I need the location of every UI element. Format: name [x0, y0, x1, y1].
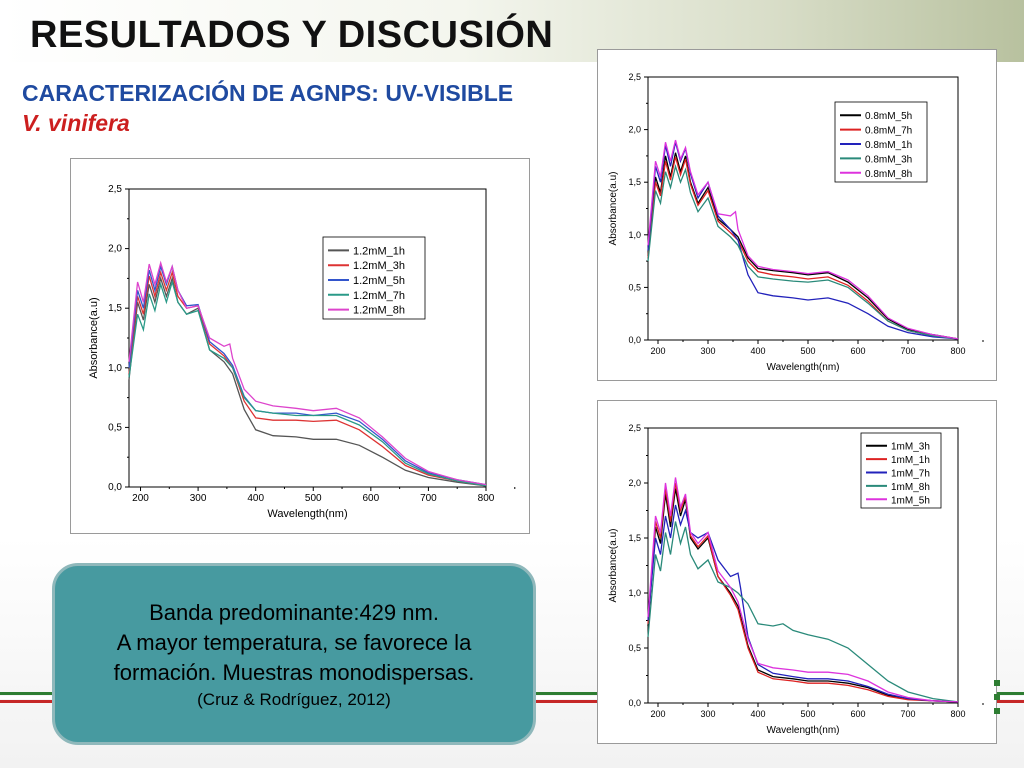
x-tick-label: 800: [950, 346, 965, 356]
x-tick-label: 200: [650, 709, 665, 719]
callout-citation: (Cruz & Rodríguez, 2012): [197, 690, 391, 709]
x-axis-label: Wavelength(nm): [767, 725, 840, 736]
x-tick-label: 800: [478, 493, 495, 504]
legend-label-1.2mM_8h: 1.2mM_8h: [353, 305, 405, 317]
legend-label-0.8mM_7h: 0.8mM_7h: [865, 126, 912, 137]
legend-label-1mM_3h: 1mM_3h: [891, 442, 930, 453]
y-axis-label: Absorbance(a.u): [608, 529, 619, 603]
legend-label-0.8mM_8h: 0.8mM_8h: [865, 169, 912, 180]
series-line-1.2mM_3h: [128, 269, 487, 487]
callout-line-1: Banda predominante:429 nm.: [149, 600, 439, 625]
y-tick-label: 0,5: [628, 282, 641, 292]
legend-label-1mM_5h: 1mM_5h: [891, 495, 930, 506]
legend-label-1.2mM_5h: 1.2mM_5h: [353, 275, 405, 287]
logo-fragment: [994, 680, 1024, 740]
x-axis-label: Wavelength(nm): [767, 362, 840, 373]
x-tick-label: 700: [420, 493, 437, 504]
legend-label-1.2mM_3h: 1.2mM_3h: [353, 260, 405, 272]
y-tick-label: 0,0: [108, 482, 122, 493]
y-axis-label: Absorbance(a.u): [88, 297, 100, 378]
results-callout: Banda predominante:429 nm. A mayor tempe…: [52, 563, 536, 745]
x-tick-label: 600: [850, 346, 865, 356]
series-line-0.8mM_8h: [647, 139, 959, 340]
y-tick-label: 0,0: [628, 698, 641, 708]
y-tick-label: 1,5: [108, 303, 122, 314]
series-line-1.2mM_8h: [128, 260, 487, 486]
chart-frame-1-2mm: 200 300 400 500 600 700 800 0,0 0,5 1,0 1,5 2,0 2,5 W…: [70, 158, 530, 534]
series-line-1mM_1h: [647, 482, 959, 703]
x-tick-label: 400: [247, 493, 264, 504]
y-tick-label: 1,5: [628, 533, 641, 543]
series-line-1mM_3h: [647, 488, 959, 703]
legend-label-0.8mM_3h: 0.8mM_3h: [865, 154, 912, 165]
y-tick-label: 0,5: [108, 422, 122, 433]
y-tick-label: 0,5: [628, 643, 641, 653]
legend-label-1.2mM_7h: 1.2mM_7h: [353, 290, 405, 302]
y-tick-label: 1,0: [628, 230, 641, 240]
x-tick-label: 200: [650, 346, 665, 356]
legend-label-1mM_8h: 1mM_8h: [891, 482, 930, 493]
x-tick-label: 300: [700, 346, 715, 356]
y-tick-label: 2,0: [628, 125, 641, 135]
x-tick-label: 500: [800, 709, 815, 719]
callout-line-2: A mayor temperatura, se favorece la: [116, 630, 472, 655]
y-tick-label: 1,0: [108, 363, 122, 374]
plot-area-border: [128, 188, 487, 488]
x-tick-label: 300: [700, 709, 715, 719]
chart-0-8mm: 200 300 400 500 600 700 800 0,0 0,5 1,0 1,5 2,0 2,5 W…: [608, 72, 984, 373]
x-tick-label: 600: [362, 493, 379, 504]
callout-line-3: formación. Muestras monodispersas.: [113, 660, 475, 685]
y-tick-label: 2,5: [628, 423, 641, 433]
legend-label-1mM_1h: 1mM_1h: [891, 455, 930, 466]
x-tick-label: 200: [132, 493, 149, 504]
y-tick-label: 2,0: [628, 478, 641, 488]
x-axis-label: Wavelength(nm): [267, 508, 347, 520]
y-tick-label: 2,5: [628, 72, 641, 82]
y-tick-label: 2,5: [108, 184, 122, 195]
series-line-0.8mM_7h: [647, 156, 959, 340]
x-tick-label: 400: [750, 709, 765, 719]
y-tick-label: 2,0: [108, 244, 122, 255]
series-line-1mM_8h: [647, 521, 959, 703]
series-line-0.8mM_3h: [647, 163, 959, 340]
slide-title: RESULTADOS Y DISCUSIÓN: [30, 14, 554, 56]
y-tick-label: 1,0: [628, 588, 641, 598]
x-tick-label: 700: [900, 346, 915, 356]
x-tick-label: 400: [750, 346, 765, 356]
x-tick-label: 300: [190, 493, 207, 504]
x-tick-label: 800: [950, 709, 965, 719]
legend-label-0.8mM_5h: 0.8mM_5h: [865, 111, 912, 122]
y-tick-label: 1,5: [628, 177, 641, 187]
series-line-0.8mM_5h: [647, 152, 959, 340]
y-axis-label: Absorbance(a.u): [608, 172, 619, 246]
series-line-1.2mM_1h: [128, 275, 487, 487]
chart-1mm: 200 300 400 500 600 700 800 0,0 0,5 1,0 1,5 2,0 2,5 W…: [608, 423, 984, 736]
x-tick-label: 600: [850, 709, 865, 719]
series-line-0.8mM_1h: [647, 142, 959, 340]
x-tick-label: 700: [900, 709, 915, 719]
legend-label-1.2mM_1h: 1.2mM_1h: [353, 245, 405, 257]
chart-frame-0-8mm: 200 300 400 500 600 700 800 0,0 0,5 1,0 1,5 2,0 2,5 W…: [597, 49, 997, 381]
y-tick-label: 0,0: [628, 335, 641, 345]
series-line-1.2mM_7h: [128, 279, 487, 487]
chart-frame-1mm: 200 300 400 500 600 700 800 0,0 0,5 1,0 1,5 2,0 2,5 W…: [597, 400, 997, 744]
series-line-1mM_7h: [647, 504, 959, 703]
species-label: V. vinifera: [22, 110, 130, 136]
x-tick-label: 500: [305, 493, 322, 504]
series-line-1.2mM_5h: [128, 264, 487, 486]
chart-1-2mm: 200 300 400 500 600 700 800 0,0 0,5 1,0 1,5 2,0 2,5 W…: [88, 184, 516, 520]
logo-icon: [994, 680, 1000, 714]
legend-label-0.8mM_1h: 0.8mM_1h: [865, 140, 912, 151]
series-line-1mM_5h: [647, 477, 959, 703]
x-tick-label: 500: [800, 346, 815, 356]
slide-subtitle: CARACTERIZACIÓN DE AGNPS: UV-VISIBLE: [22, 80, 514, 106]
legend-label-1mM_7h: 1mM_7h: [891, 469, 930, 480]
